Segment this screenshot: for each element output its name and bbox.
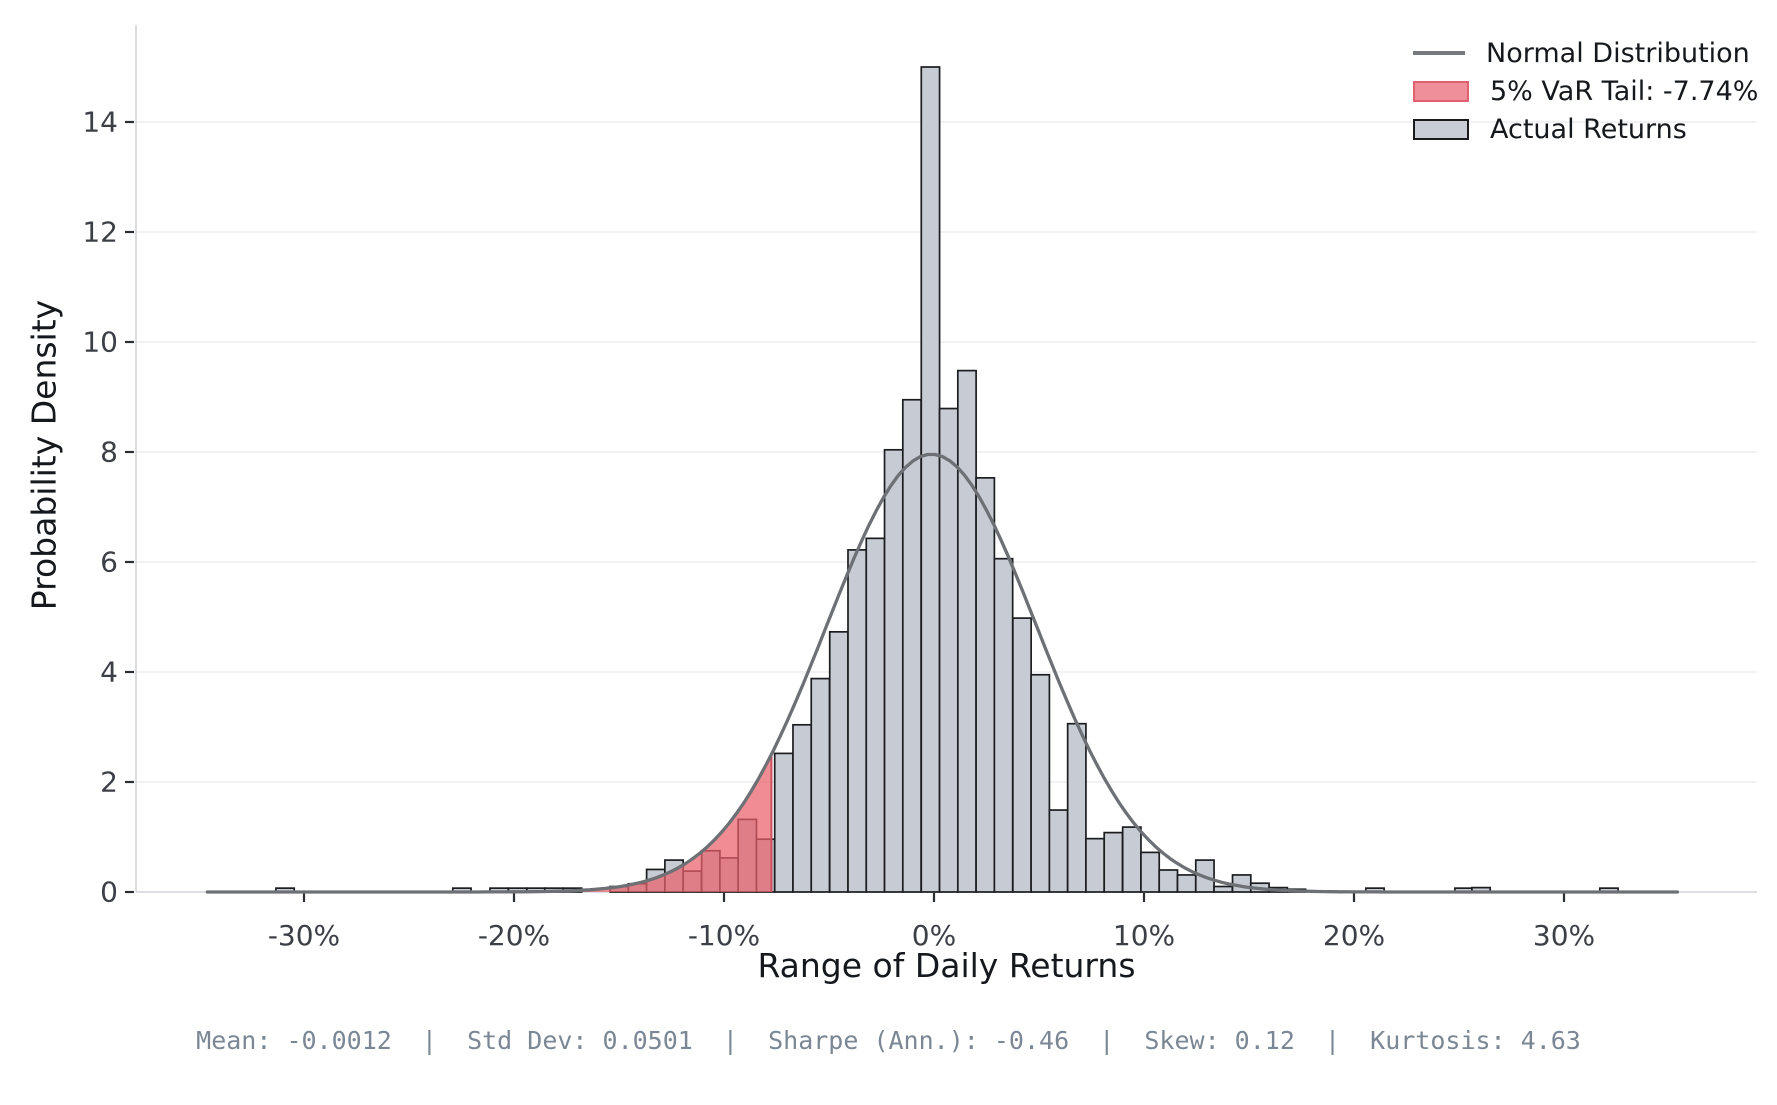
histogram-bar (901, 398, 922, 893)
x-tick-label: -20% (478, 919, 550, 952)
legend-label: Normal Distribution (1486, 37, 1750, 69)
x-tick-label: 30% (1533, 919, 1595, 952)
histogram-bar (1085, 837, 1106, 893)
histogram-bar (1140, 851, 1161, 893)
legend: Normal Distribution 5% VaR Tail: -7.74% … (1413, 34, 1758, 148)
histogram-bar (1066, 722, 1087, 893)
y-axis-title: Probability Density (24, 299, 64, 611)
y-tick-label: 8 (100, 436, 118, 469)
histogram-bar (865, 537, 886, 893)
histogram-bar (993, 557, 1014, 893)
histogram-bar (883, 448, 904, 893)
normal-distribution-curve (205, 452, 1680, 894)
histogram-bar (938, 407, 959, 893)
histogram-bar (847, 549, 868, 893)
var-tail-swatch-icon (1413, 80, 1469, 102)
histogram-bar (1176, 874, 1197, 893)
histogram-bar (1030, 673, 1051, 893)
histogram-bar (1011, 617, 1032, 893)
normal-line-swatch-icon (1413, 51, 1465, 55)
histogram-bar (773, 752, 794, 893)
legend-label: 5% VaR Tail: -7.74% (1490, 75, 1759, 107)
y-tick-label: 6 (100, 546, 118, 579)
actual-returns-swatch-icon (1413, 118, 1469, 140)
histogram-bar (1158, 869, 1179, 893)
y-tick-label: 14 (82, 106, 118, 139)
histogram-bar (810, 677, 831, 893)
histogram-bar (1213, 885, 1234, 893)
var-tail-area (207, 754, 772, 892)
histogram-bar (792, 723, 813, 893)
x-tick-label: -30% (268, 919, 340, 952)
legend-label: Actual Returns (1490, 113, 1687, 145)
histogram-bar (1103, 831, 1124, 893)
legend-item-actual-returns: Actual Returns (1413, 110, 1758, 148)
x-tick-label: 20% (1323, 919, 1385, 952)
legend-item-normal: Normal Distribution (1413, 34, 1758, 72)
x-tick-label: 0% (912, 919, 956, 952)
histogram-bar (956, 369, 977, 893)
y-tick-label: 0 (100, 876, 118, 909)
x-tick-label: 10% (1113, 919, 1175, 952)
y-tick-label: 2 (100, 766, 118, 799)
histogram-bar (1121, 826, 1142, 893)
stats-bar: Mean: -0.0012 | Std Dev: 0.0501 | Sharpe… (196, 1026, 1581, 1055)
histogram-bar (1231, 874, 1252, 893)
x-tick-label: -10% (688, 919, 760, 952)
histogram-bar (1048, 809, 1069, 893)
y-tick-label: 12 (82, 216, 118, 249)
legend-item-var-tail: 5% VaR Tail: -7.74% (1413, 72, 1758, 110)
histogram-bar (828, 630, 849, 893)
x-axis-title: Range of Daily Returns (757, 946, 1136, 985)
y-tick-label: 4 (100, 656, 118, 689)
histogram-bar (975, 477, 996, 893)
histogram-bar (920, 66, 941, 893)
y-tick-label: 10 (82, 326, 118, 359)
